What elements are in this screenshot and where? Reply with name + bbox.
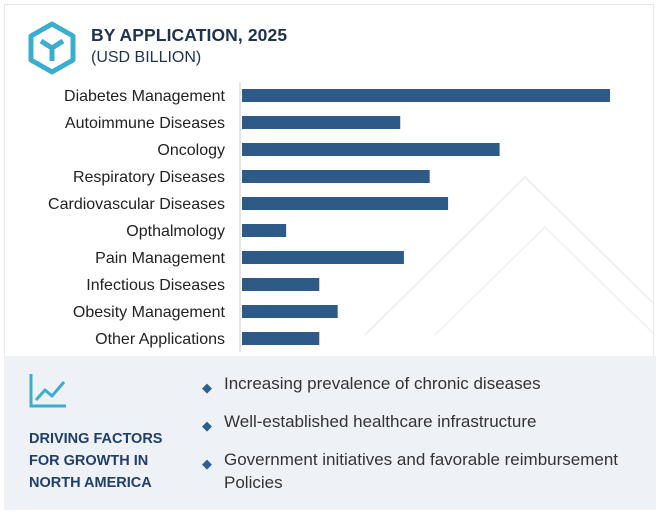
bar (242, 197, 449, 210)
factor-item: ◆ Increasing prevalence of chronic disea… (202, 372, 642, 395)
diamond-bullet-icon: ◆ (202, 456, 212, 471)
chart-subtitle: (USD BILLION) (91, 49, 202, 66)
category-label: Diabetes Management (64, 88, 226, 105)
chart-title: BY APPLICATION, 2025 (91, 25, 288, 45)
category-label: Pain Management (95, 250, 225, 267)
category-label: Opthalmology (126, 223, 225, 240)
factor-text: Well-established healthcare infrastructu… (224, 412, 537, 431)
bar (242, 332, 320, 345)
bar (242, 251, 404, 264)
factor-item: ◆ Government initiatives and favorable r… (202, 448, 642, 494)
factor-text: Increasing prevalence of chronic disease… (224, 374, 541, 393)
diamond-bullet-icon: ◆ (202, 418, 212, 433)
bar (242, 170, 430, 183)
bar (242, 143, 500, 156)
background-decoration (364, 175, 653, 336)
factor-text: Government initiatives and favorable rei… (224, 450, 619, 492)
category-label: Infectious Diseases (86, 277, 225, 294)
category-label: Respiratory Diseases (73, 169, 225, 186)
cube-logo-icon (28, 21, 76, 75)
category-label: Other Applications (95, 331, 225, 348)
diamond-bullet-icon: ◆ (202, 380, 212, 395)
category-label: Oncology (157, 142, 225, 159)
category-label: Cardiovascular Diseases (48, 196, 225, 213)
bar (242, 89, 610, 102)
bar (242, 224, 287, 237)
bar (242, 278, 320, 291)
trend-line-chart-icon (29, 374, 66, 408)
bar-chart: Diabetes Management Autoimmune Diseases On… (48, 82, 610, 352)
bar (242, 305, 338, 318)
bar (242, 116, 401, 129)
driving-factors-panel: DRIVING FACTORS FOR GROWTH IN NORTH AMER… (4, 356, 656, 510)
category-label: Obesity Management (73, 304, 226, 321)
factor-list: ◆ Increasing prevalence of chronic disea… (202, 372, 642, 509)
category-label: Autoimmune Diseases (65, 115, 225, 132)
factors-heading: DRIVING FACTORS FOR GROWTH IN NORTH AMER… (29, 431, 163, 491)
factor-item: ◆ Well-established healthcare infrastruc… (202, 410, 642, 433)
